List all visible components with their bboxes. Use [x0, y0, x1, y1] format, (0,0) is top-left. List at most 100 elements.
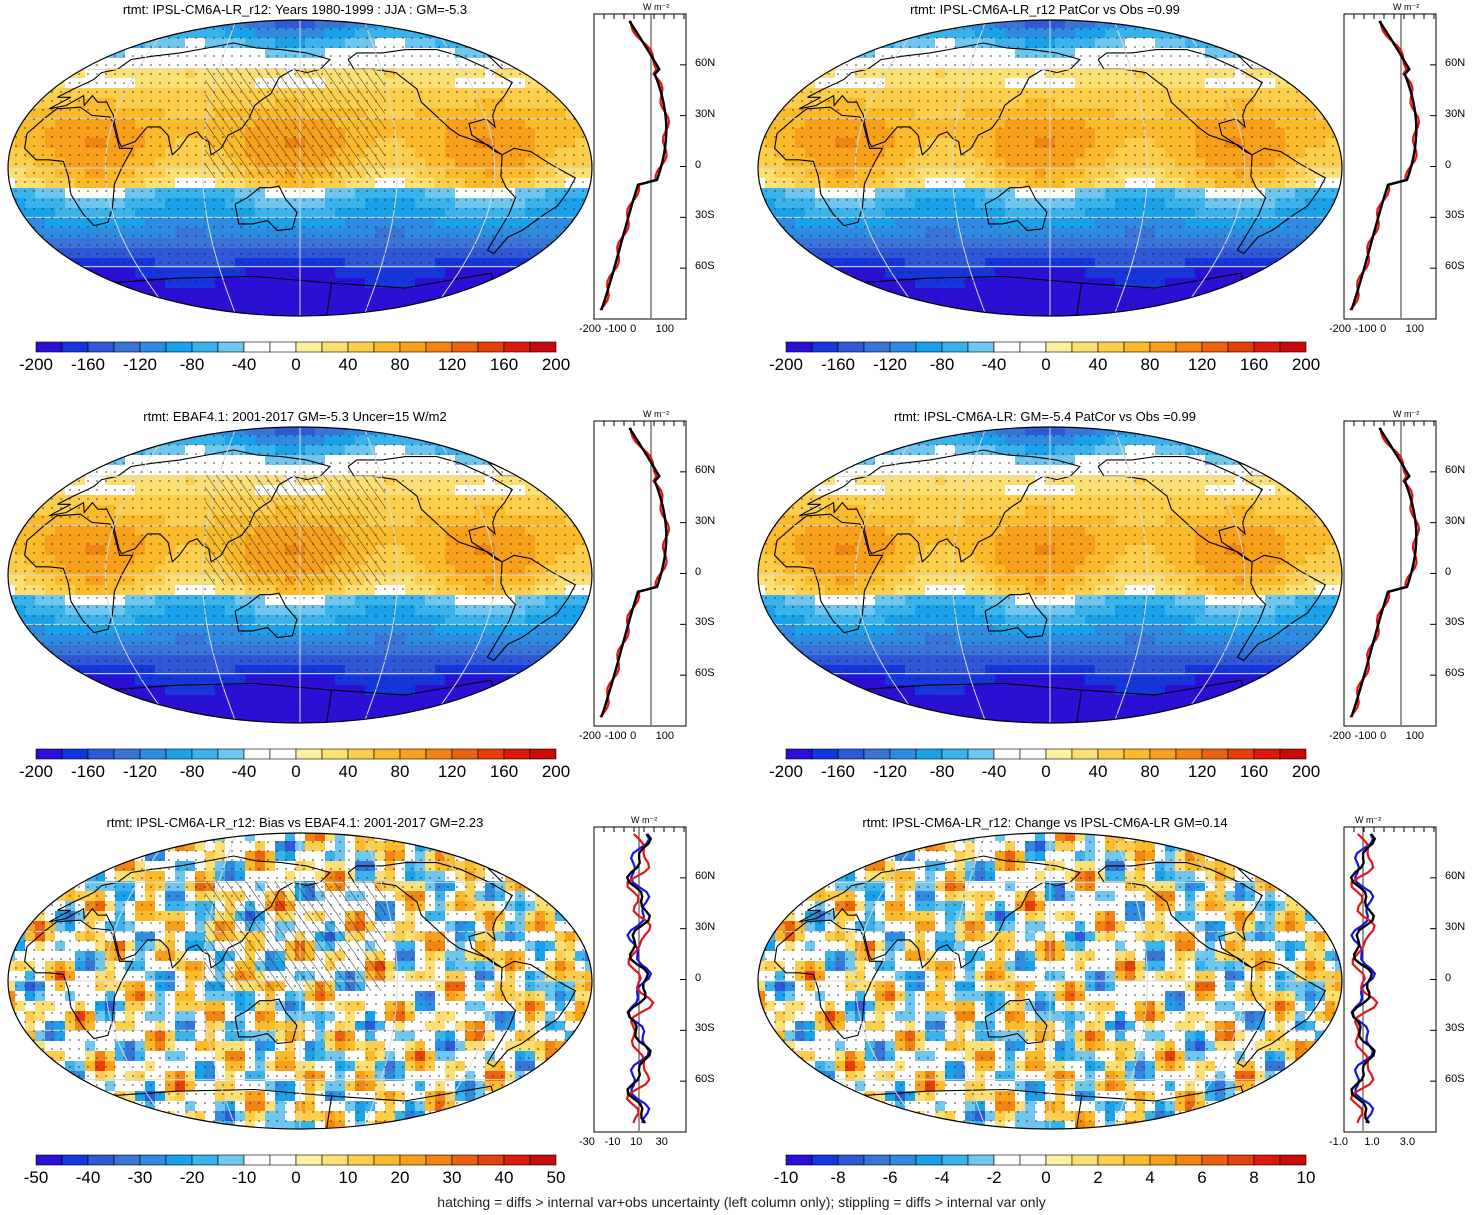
latitude-label: 30N	[1445, 107, 1466, 120]
colorbar-bin	[425, 748, 453, 760]
colorbar-tick-label: -160	[70, 762, 106, 781]
zonal-unit: W m⁻²	[1393, 409, 1420, 419]
latitude-label: 30N	[695, 514, 716, 527]
colorbar-bin	[139, 1154, 167, 1166]
panel-p4: rtmt: IPSL-CM6A-LR: GM=-5.4 PatCor vs Ob…	[750, 407, 1483, 807]
latitude-label: 30N	[1445, 920, 1466, 933]
colorbar-bin	[243, 341, 271, 353]
latitude-label: 0	[695, 565, 702, 578]
colorbar-bin	[1019, 1154, 1047, 1166]
colorbar-bin	[61, 748, 89, 760]
colorbar-tick-label: 200	[1291, 355, 1321, 374]
colorbar-bin	[1123, 748, 1151, 760]
colorbar-tick-label: -200	[18, 762, 54, 781]
latitude-label: 0	[1445, 971, 1452, 984]
colorbar-ticks: -50 -40 -30 -20 -10 0 10 20 30 40 50	[24, 1168, 566, 1190]
zonal-x-tick-label: -200	[1329, 323, 1352, 335]
colorbar-bin	[35, 1154, 63, 1166]
footer-caption: hatching = diffs > internal var+obs unce…	[437, 1194, 1046, 1210]
zonal-mean-profile	[593, 13, 687, 325]
colorbar-tick-label: -40	[981, 762, 1007, 781]
zonal-unit: W m⁻²	[1355, 815, 1382, 825]
colorbar-bin	[1149, 341, 1177, 353]
colorbar-bin	[1071, 748, 1099, 760]
zonal-mean-line	[1350, 427, 1418, 718]
latitude-label: 30S	[1445, 616, 1465, 629]
colorbar-tick-label: 30	[442, 1168, 462, 1187]
colorbar-bin	[477, 341, 505, 353]
colorbar-tick-label: -40	[231, 762, 257, 781]
colorbar-bin	[191, 748, 219, 760]
colorbar-bin	[941, 748, 969, 760]
zonal-x-tick-label: -200	[1329, 730, 1352, 742]
zonal-x-tick-label: -10	[604, 1136, 621, 1148]
latitude-label: 30S	[1445, 209, 1465, 222]
colorbar-bin	[347, 1154, 375, 1166]
colorbar-bin	[61, 341, 89, 353]
zonal-x-tick-label: -1.0	[1329, 1136, 1348, 1148]
colorbar-bin	[1175, 341, 1203, 353]
colorbar-ticks: -200 -160 -120 -80 -40 0 40 80 120 160 200	[769, 762, 1320, 784]
colorbar-bin	[915, 748, 943, 760]
colorbar-tick-label: 6	[1197, 1168, 1207, 1187]
colorbar-ticks: -200 -160 -120 -80 -40 0 40 80 120 160 200	[19, 762, 570, 784]
colorbar-bin	[1071, 1154, 1099, 1166]
colorbar-tick-label: 80	[390, 762, 410, 781]
colorbar-bin	[1279, 1154, 1307, 1166]
colorbar-tick-label: 80	[390, 355, 410, 374]
colorbar-bin	[785, 1154, 813, 1166]
colorbar-bin	[1175, 748, 1203, 760]
colorbar-bin	[811, 1154, 839, 1166]
colorbar-tick-label: -40	[231, 355, 257, 374]
latitude-label: 30S	[695, 1022, 715, 1035]
colorbar-bin	[113, 1154, 141, 1166]
colorbar-tick-label: -2	[986, 1168, 1002, 1187]
latitude-label: 30N	[695, 107, 716, 120]
colorbar-bin	[1071, 341, 1099, 353]
latitude-label: 60S	[695, 667, 715, 680]
colorbar-bin	[425, 341, 453, 353]
colorbar-tick-label: 0	[291, 355, 301, 374]
colorbar-bin	[139, 748, 167, 760]
colorbar-tick-label: -160	[820, 355, 856, 374]
zonal-mean-profile	[1343, 420, 1437, 732]
colorbar-bin	[1097, 748, 1125, 760]
colorbar-bin	[347, 748, 375, 760]
colorbar-tick-label: -10	[773, 1168, 799, 1187]
colorbar-bin	[811, 748, 839, 760]
zonal-unit: W m⁻²	[643, 2, 670, 12]
zonal-x-tick-label: 100	[655, 323, 675, 335]
colorbar-bin	[269, 341, 297, 353]
colorbar-bin	[1019, 748, 1047, 760]
latitude-label: 60S	[695, 1073, 715, 1086]
colorbar-bin	[967, 748, 995, 760]
colorbar-bin	[373, 341, 401, 353]
colorbar-tick-label: -50	[23, 1168, 49, 1187]
zonal-x-tick-label: 100	[655, 730, 675, 742]
colorbar-bin	[811, 341, 839, 353]
colorbar-tick-label: 40	[338, 762, 358, 781]
colorbar-bin	[993, 341, 1021, 353]
colorbar-bin	[165, 1154, 193, 1166]
zonal-x-tick-label: -100	[604, 323, 627, 335]
colorbar-bin	[243, 748, 271, 760]
colorbar-bin	[993, 748, 1021, 760]
colorbar	[785, 1153, 1307, 1171]
colorbar-tick-label: 120	[437, 355, 467, 374]
zonal-mean-line	[1349, 833, 1379, 1124]
colorbar-ticks: -200 -160 -120 -80 -40 0 40 80 120 160 200	[769, 355, 1320, 377]
colorbar-tick-label: -160	[820, 762, 856, 781]
colorbar-bin	[321, 341, 349, 353]
colorbar-bin	[863, 341, 891, 353]
colorbar-bin	[373, 748, 401, 760]
colorbar-bin	[1045, 341, 1073, 353]
colorbar-tick-label: 40	[1088, 762, 1108, 781]
zonal-mean-line	[625, 833, 653, 1124]
zonal-x-tick-label: -100	[604, 730, 627, 742]
colorbar-tick-label: 160	[1239, 355, 1269, 374]
zonal-mean-line	[1349, 833, 1377, 1124]
zonal-x-tick-label: -100	[1354, 730, 1377, 742]
colorbar-bin	[889, 341, 917, 353]
colorbar-bin	[863, 1154, 891, 1166]
latitude-label: 30S	[695, 209, 715, 222]
